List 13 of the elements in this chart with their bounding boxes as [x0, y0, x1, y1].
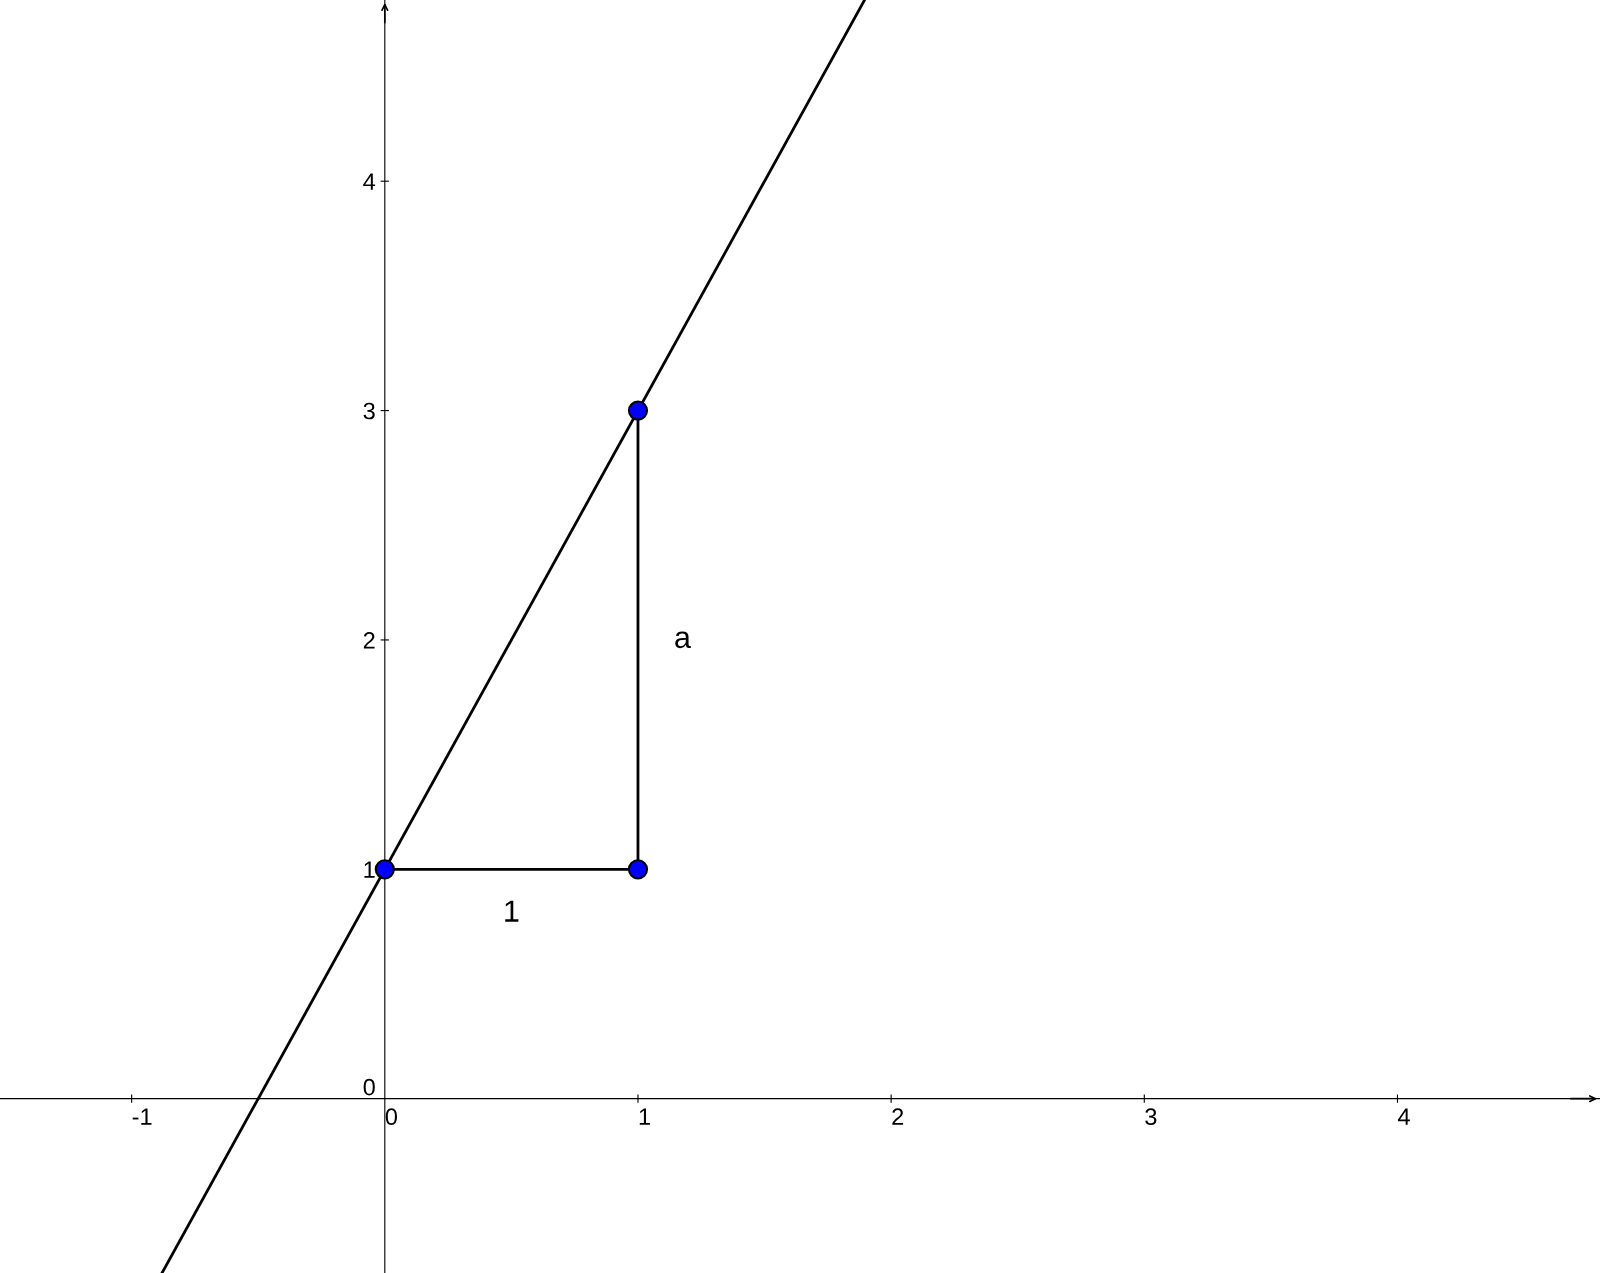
y-tick-label: 2	[363, 632, 375, 649]
x-tick-label: 4	[1398, 1108, 1410, 1125]
x-tick-label: -1	[132, 1108, 152, 1125]
x-tick-label: 0	[385, 1108, 398, 1126]
y-tick-label: 4	[363, 173, 376, 190]
y-tick-label: 1	[364, 861, 375, 878]
x-tick-label: 2	[892, 1108, 904, 1125]
x-tick-label: 3	[1145, 1108, 1157, 1126]
y-tick-label: 0	[363, 1078, 375, 1096]
x-tick-label: 1	[639, 1108, 650, 1125]
annotation: 1	[505, 900, 519, 922]
y-tick-label: 3	[363, 402, 375, 420]
annotation: a	[675, 631, 691, 649]
